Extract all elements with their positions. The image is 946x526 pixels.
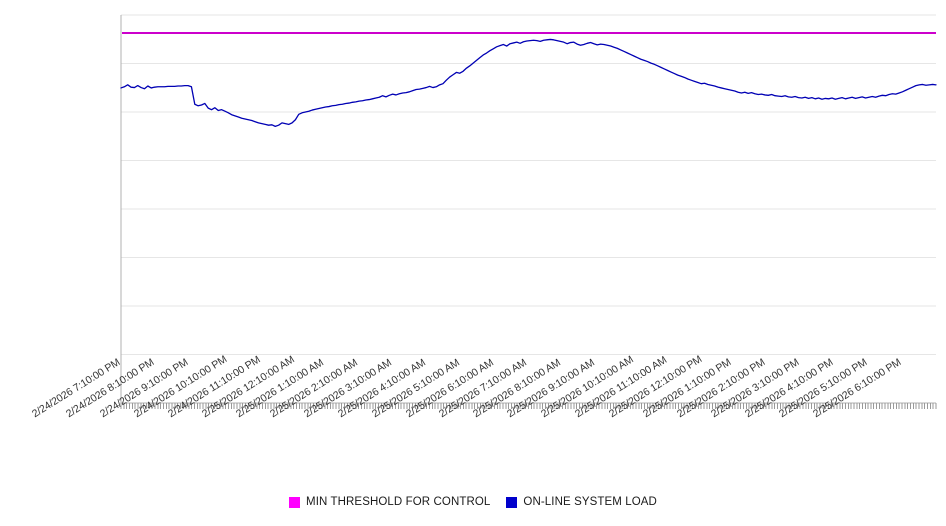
legend-swatch-min-threshold: [289, 496, 301, 508]
series-line-system-load: [120, 38, 937, 128]
data-series: [120, 32, 937, 128]
x-axis-ticks: [120, 403, 937, 409]
gridlines: [121, 14, 936, 355]
legend-item-min-threshold[interactable]: MIN THRESHOLD FOR CONTROL: [289, 496, 490, 508]
legend-swatch-system-load: [506, 496, 518, 508]
legend-item-system-load[interactable]: ON-LINE SYSTEM LOAD: [506, 496, 657, 508]
legend-label-min-threshold: MIN THRESHOLD FOR CONTROL: [306, 496, 491, 508]
chart-legend: MIN THRESHOLD FOR CONTROL ON-LINE SYSTEM…: [0, 496, 946, 508]
legend-label-system-load: ON-LINE SYSTEM LOAD: [523, 496, 657, 508]
